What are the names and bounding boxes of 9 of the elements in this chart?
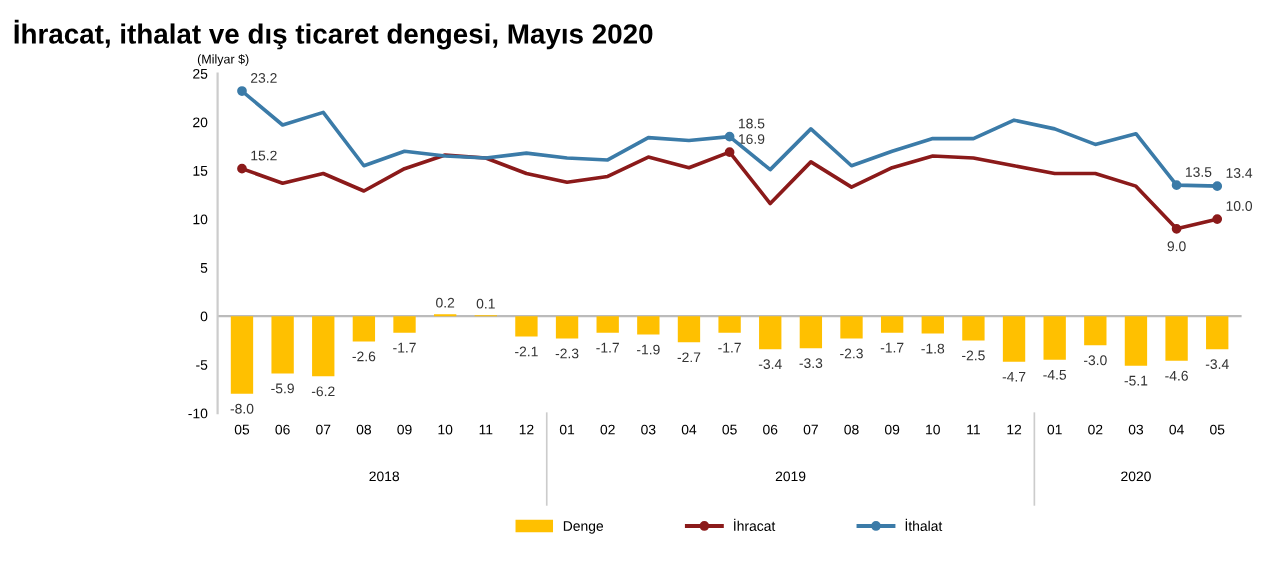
point [1212, 214, 1223, 224]
point [237, 86, 247, 96]
point [1171, 180, 1182, 191]
point [1212, 181, 1223, 191]
chart-title: İhracat, ithalat ve dış ticaret dengesi, Mayıs 2020 [14, 19, 653, 50]
point [1171, 223, 1182, 234]
point [724, 131, 735, 142]
point [724, 147, 735, 158]
point [237, 163, 247, 174]
